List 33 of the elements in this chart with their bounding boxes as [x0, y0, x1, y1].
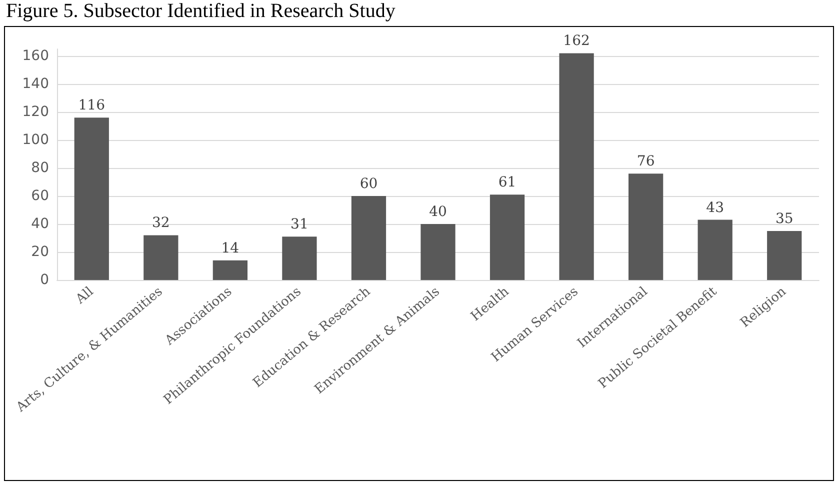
bar [282, 236, 317, 280]
bar [212, 260, 248, 280]
bar [767, 231, 802, 280]
y-tick-label: 40 [31, 216, 49, 232]
data-label: 61 [498, 174, 516, 191]
y-tick-label: 160 [22, 48, 49, 64]
data-label: 35 [775, 211, 794, 227]
y-tick-label: 60 [31, 188, 49, 204]
bar [420, 224, 456, 280]
y-tick-label: 100 [22, 132, 49, 148]
bar [698, 220, 732, 280]
bar [490, 194, 525, 280]
data-label: 40 [429, 204, 447, 220]
data-label: 76 [636, 154, 655, 170]
y-tick-label: 0 [40, 272, 49, 288]
y-tick-label: 120 [22, 104, 49, 120]
data-label: 43 [706, 200, 724, 216]
bar [74, 118, 109, 280]
y-tick-label: 20 [31, 244, 49, 260]
data-label: 31 [290, 216, 308, 233]
bar [144, 235, 178, 280]
y-tick-label: 80 [31, 160, 49, 176]
bar [559, 53, 594, 280]
data-label: 60 [360, 176, 378, 192]
chart-title: Figure 5. Subsector Identified in Research Study [6, 0, 396, 23]
x-tick-label: All [72, 284, 96, 308]
data-label: 116 [78, 98, 106, 114]
bar [351, 196, 386, 280]
data-label: 32 [152, 215, 170, 232]
y-tick-label: 140 [22, 76, 49, 92]
data-label: 14 [221, 240, 240, 256]
data-label: 162 [563, 33, 590, 50]
bar [628, 174, 664, 280]
